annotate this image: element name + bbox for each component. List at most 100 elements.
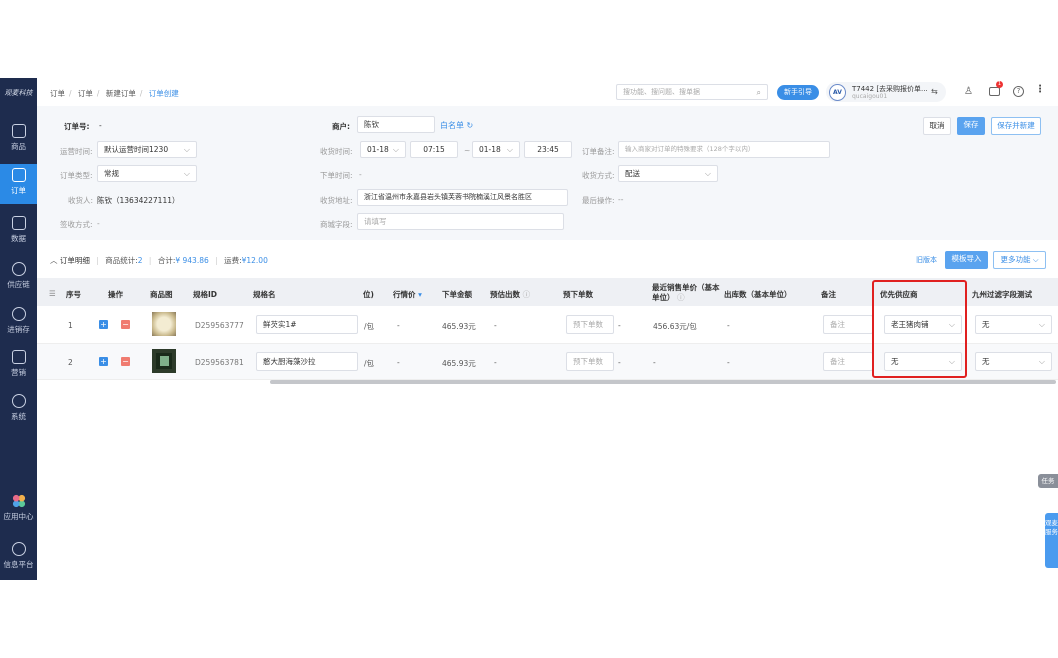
type-label: 订单类型: <box>60 171 93 180</box>
inventory-icon <box>11 307 26 321</box>
op-time-select[interactable]: 默认运营时间1230 ⌵ <box>97 141 197 158</box>
th-estimate: 预估出数 ⓘ <box>490 290 531 299</box>
th-no: 序号 <box>66 290 81 299</box>
total-amount: ¥ 943.86 <box>175 256 209 265</box>
horizontal-scrollbar[interactable] <box>270 380 1056 384</box>
merchant-input[interactable]: 陈钦 <box>357 116 435 133</box>
op-time-label: 运营时间: <box>60 147 93 156</box>
table-row: 1 + − D259563777 鲜芡实1# /包 - 465.93元 - 预下… <box>37 306 1058 344</box>
template-import-button[interactable]: 模板导入 <box>945 251 988 269</box>
supplier-select[interactable]: 老王猪肉铺 ⌵ <box>884 315 962 334</box>
refresh-icon: ↻ <box>466 121 474 130</box>
global-search-input[interactable]: 搜功能、搜问题、搜单据 ⌕ <box>616 84 768 100</box>
breadcrumb-current: 订单创建 <box>148 89 179 98</box>
task-tab[interactable]: 任务 <box>1038 474 1058 488</box>
highlight-box <box>872 280 967 378</box>
account-switcher[interactable] <box>826 82 946 102</box>
sidebar-item-orders[interactable]: 订单 <box>0 164 37 204</box>
chevron-down-icon: ⌵ <box>183 169 190 178</box>
remove-row-button[interactable]: − <box>121 357 130 366</box>
sign-value: - <box>97 219 100 228</box>
recv-method-select[interactable]: 配送 ⌵ <box>618 165 718 182</box>
unit: /包 <box>364 322 375 331</box>
user-icon[interactable]: ♙ <box>964 86 973 97</box>
gear-icon <box>11 394 26 408</box>
pre-qty-input[interactable]: 预下单数 <box>566 315 614 334</box>
product-image[interactable] <box>152 349 176 373</box>
sidebar-item-system[interactable]: 系统 <box>0 390 37 430</box>
pre-qty-suffix: - <box>618 321 621 330</box>
th-jiuzhou: 九州过滤字段测试 <box>972 290 1032 299</box>
breadcrumb-item[interactable]: 订单 <box>50 89 65 98</box>
switch-icon[interactable]: ⇆ <box>931 87 938 96</box>
recv-method-label: 收货方式: <box>582 171 615 180</box>
sidebar-item-supply[interactable]: 供应链 <box>0 258 37 298</box>
sidebar: 观麦科技 商品 订单 数据 供应链 进销存 营销 系统 应用中心 信息平台 <box>0 78 37 580</box>
more-functions-button[interactable]: 更多功能 ⌵ <box>993 251 1046 269</box>
save-button[interactable]: 保存 <box>957 117 985 135</box>
row-no: 2 <box>68 358 73 367</box>
mall-field-input[interactable]: 请填写 <box>357 213 564 230</box>
search-icon[interactable]: ⌕ <box>756 88 761 97</box>
feedback-tab[interactable]: 观麦服务 <box>1045 513 1058 568</box>
th-amount: 下单金额 <box>442 290 472 299</box>
add-row-button[interactable]: + <box>99 320 108 329</box>
sidebar-item-data[interactable]: 数据 <box>0 212 37 252</box>
chart-icon <box>11 216 26 230</box>
note-input[interactable]: 备注 <box>823 352 873 371</box>
remark-input[interactable]: 输入商家对订单的特殊要求（128个字以内） <box>618 141 830 158</box>
remove-row-button[interactable]: − <box>121 320 130 329</box>
cancel-button[interactable]: 取消 <box>923 117 951 135</box>
breadcrumb-item[interactable]: 订单 <box>77 89 93 98</box>
spec-name-input[interactable]: 鲜芡实1# <box>256 315 358 334</box>
order-no-value: - <box>99 121 102 130</box>
receiver-label: 收货人: <box>68 196 94 205</box>
sidebar-item-goods[interactable]: 商品 <box>0 120 37 160</box>
recv-time-end-input[interactable]: 23:45 <box>524 141 572 158</box>
add-row-button[interactable]: + <box>99 357 108 366</box>
note-input[interactable]: 备注 <box>823 315 873 334</box>
type-select[interactable]: 常规 ⌵ <box>97 165 197 182</box>
jiuzhou-select[interactable]: 无 ⌵ <box>975 315 1052 334</box>
sidebar-item-inventory[interactable]: 进销存 <box>0 303 37 343</box>
collapse-icon[interactable]: ︿ <box>50 256 58 265</box>
address-label: 收货地址: <box>320 196 353 205</box>
th-action: 操作 <box>108 290 123 299</box>
freight-amount: ¥12.00 <box>241 256 268 265</box>
recv-time-start-input[interactable]: 07:15 <box>410 141 458 158</box>
outbound: - <box>727 321 730 330</box>
recv-date-start-select[interactable]: 01-18 ⌵ <box>360 141 406 158</box>
chevron-down-icon: ⌵ <box>704 169 711 178</box>
column-settings-icon[interactable]: ☰ <box>49 289 56 298</box>
sidebar-item-app-center[interactable]: 应用中心 <box>0 490 37 530</box>
address-input[interactable]: 浙江省温州市永嘉县岩头镇芙蓉书院楠溪江风景名胜区 <box>357 189 568 206</box>
account-username: qucaigou01 <box>852 93 888 100</box>
logo: 观麦科技 <box>4 89 33 97</box>
sort-down-icon: ▾ <box>418 290 422 299</box>
remark-label: 订单备注: <box>582 147 615 156</box>
recv-date-end-select[interactable]: 01-18 ⌵ <box>472 141 520 158</box>
help-icon[interactable]: ? <box>1013 86 1024 97</box>
sidebar-item-info-platform[interactable]: 信息平台 <box>0 538 37 578</box>
save-and-new-button[interactable]: 保存并新建 <box>991 117 1041 135</box>
pre-qty-input[interactable]: 预下单数 <box>566 352 614 371</box>
order-amount: 465.93元 <box>442 322 476 331</box>
th-market-price[interactable]: 行情价 ▾ <box>393 290 422 299</box>
supply-chain-icon <box>11 262 26 276</box>
spec-id: D259563777 <box>195 321 244 330</box>
product-image[interactable] <box>152 312 176 336</box>
whitelist-link[interactable]: 白名单 ↻ <box>440 121 474 130</box>
breadcrumb-item[interactable]: 新建订单 <box>105 89 136 98</box>
supplier-select[interactable]: 无 ⌵ <box>884 352 962 371</box>
sidebar-item-marketing[interactable]: 营销 <box>0 346 37 386</box>
th-note: 备注 <box>821 290 836 299</box>
message-icon[interactable] <box>989 87 1000 96</box>
market-price: - <box>397 358 400 367</box>
old-version-link[interactable]: 旧版本 <box>916 256 937 264</box>
cube-icon <box>11 542 26 556</box>
jiuzhou-select[interactable]: 无 ⌵ <box>975 352 1052 371</box>
order-icon <box>11 168 26 182</box>
more-icon[interactable]: ⋮ <box>1035 84 1045 95</box>
newbie-guide-button[interactable]: 新手引导 <box>777 85 819 100</box>
spec-name-input[interactable]: 憨大厨海藻沙拉 <box>256 352 358 371</box>
